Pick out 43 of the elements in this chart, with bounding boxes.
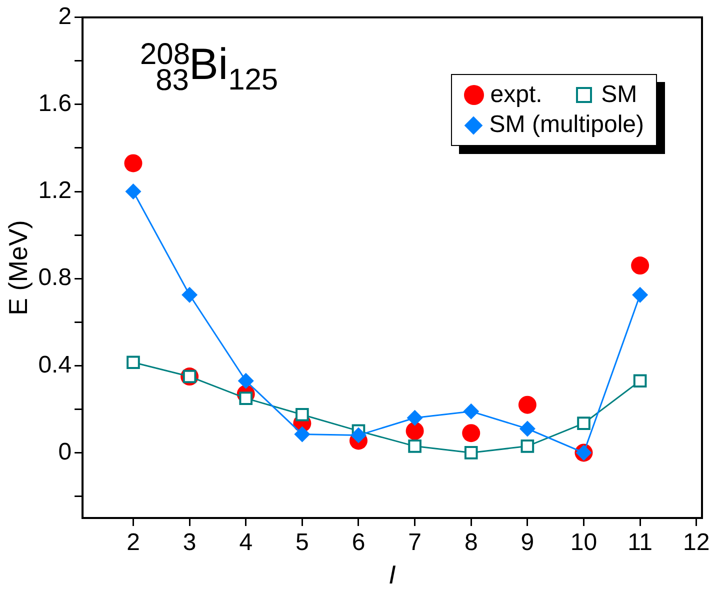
point [350,427,366,444]
point [518,396,536,414]
point [126,356,140,370]
point [633,374,647,388]
y-tick-label: 0.8 [38,264,72,292]
y-tick-label: 0 [58,438,72,466]
point [294,426,310,442]
point [296,408,309,422]
x-tick-label: 3 [182,529,196,556]
x-tick-label: 6 [352,529,366,556]
x-tick-label: 8 [464,529,478,556]
y-tick-label: 1.2 [38,177,72,204]
y-axis-title: E (MeV) [2,220,33,316]
legend-label: SM [601,81,638,110]
y-tick-label: 2 [58,3,72,30]
x-tick-label: 10 [570,529,598,556]
point [632,286,648,303]
x-tick-label: 9 [520,529,534,556]
y-tick-label: 1.6 [38,90,72,118]
legend-label: expt. [490,81,542,110]
legend-label: SM (multipole) [489,111,644,140]
point [182,286,198,303]
point [124,154,142,172]
point [406,410,423,426]
x-tick-label: 4 [239,529,253,556]
x-tick-label: 2 [126,529,140,556]
point [125,184,142,200]
point [631,256,650,275]
y-tick-label: 0.4 [38,351,72,378]
point [462,424,480,442]
point [519,420,536,437]
point [464,446,478,460]
point [406,422,424,440]
x-tick-label: 7 [408,529,422,556]
point [463,403,480,420]
x-tick-label: 11 [628,529,653,556]
point [238,372,254,389]
point [408,440,422,453]
x-axis-title: I [388,560,396,590]
x-tick-label: 5 [296,529,309,556]
point [520,440,534,453]
point [577,416,590,430]
x-tick-label: 12 [683,529,710,556]
